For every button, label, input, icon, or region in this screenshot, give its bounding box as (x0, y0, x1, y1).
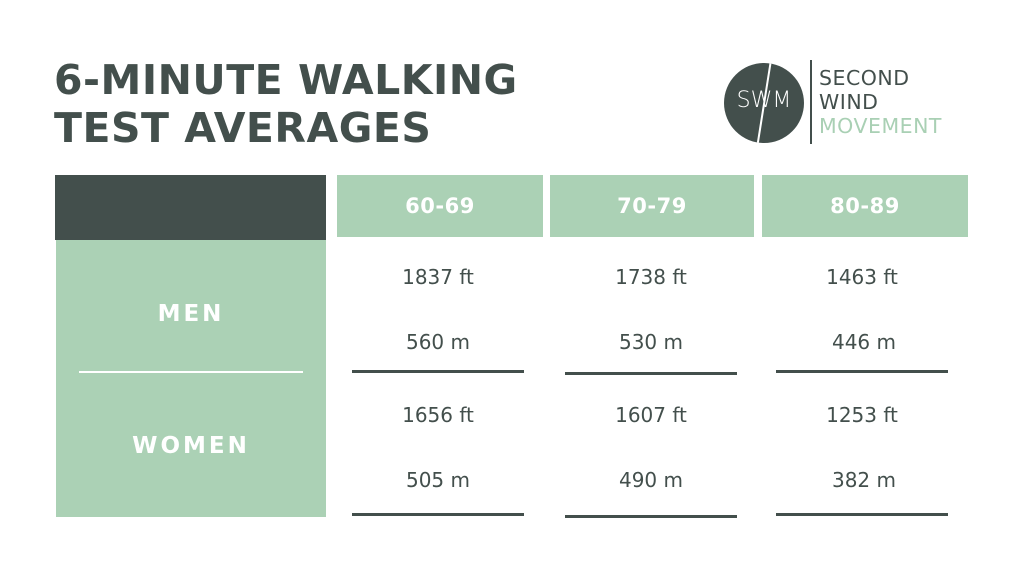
logo-word-second: SECOND (819, 66, 910, 90)
logo-monogram: SWM (736, 88, 792, 113)
logo-word-movement: MOVEMENT (819, 114, 942, 138)
brand-logo: SWM SECOND WIND MOVEMENT (724, 60, 974, 146)
cell-divider (565, 372, 737, 375)
column-header-60-69: 60-69 (337, 175, 543, 237)
row-label-women: WOMEN (132, 433, 250, 459)
logo-wordmark: SECOND WIND MOVEMENT (819, 66, 942, 138)
cell-men-60-69-ft: 1837 ft (402, 265, 474, 289)
cell-men-60-69-m: 560 m (405, 330, 470, 354)
cell-women-80-89-ft: 1253 ft (826, 403, 898, 427)
column-header-70-79: 70-79 (550, 175, 754, 237)
table-corner-cell (55, 175, 326, 240)
cell-men-70-79-ft: 1738 ft (615, 265, 687, 289)
column-header-80-89: 80-89 (762, 175, 968, 237)
cell-women-70-79-m: 490 m (618, 468, 683, 492)
logo-divider (810, 60, 812, 144)
cell-divider (352, 370, 524, 373)
cell-men-80-89-m: 446 m (831, 330, 896, 354)
cell-divider (565, 515, 737, 518)
cell-divider (352, 513, 524, 516)
logo-monogram-circle: SWM (724, 63, 804, 143)
cell-women-80-89-m: 382 m (831, 468, 896, 492)
cell-women-60-69-ft: 1656 ft (402, 403, 474, 427)
cell-men-70-79-m: 530 m (618, 330, 683, 354)
logo-word-wind: WIND (819, 90, 879, 114)
page-title: 6-MINUTE WALKING TEST AVERAGES (54, 56, 518, 152)
cell-divider (776, 513, 948, 516)
row-header-divider (79, 371, 303, 373)
cell-men-80-89-ft: 1463 ft (826, 265, 898, 289)
cell-women-70-79-ft: 1607 ft (615, 403, 687, 427)
cell-women-60-69-m: 505 m (405, 468, 470, 492)
title-line-2: TEST AVERAGES (54, 104, 432, 152)
title-line-1: 6-MINUTE WALKING (54, 56, 518, 104)
row-label-men: MEN (157, 301, 225, 327)
row-header-panel: MEN WOMEN (56, 240, 326, 517)
cell-divider (776, 370, 948, 373)
